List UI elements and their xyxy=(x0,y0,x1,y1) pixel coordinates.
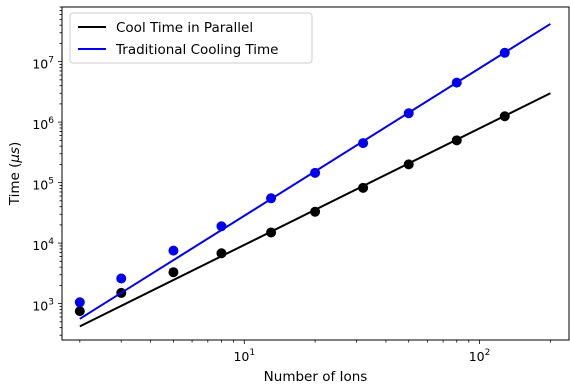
y-axis-label-suffix: ) xyxy=(7,142,23,147)
series-0-point-7 xyxy=(403,159,414,170)
series-0-point-5 xyxy=(310,206,321,217)
x-tick-label-2: 102 xyxy=(469,348,491,364)
series-0-point-6 xyxy=(358,182,369,193)
y-tick-label-4: 104 xyxy=(32,237,54,253)
series-layer xyxy=(74,23,551,328)
series-0-point-9 xyxy=(499,111,510,122)
legend-label-traditional: Traditional Cooling Time xyxy=(115,42,278,58)
series-1-point-3 xyxy=(216,221,227,232)
series-1-point-2 xyxy=(168,245,179,256)
series-0-point-0 xyxy=(74,306,85,317)
y-axis-label-symbol: μs xyxy=(7,147,23,164)
series-0-point-8 xyxy=(451,135,462,146)
plot-frame xyxy=(61,6,570,341)
legend-label-cool-time: Cool Time in Parallel xyxy=(116,20,253,36)
series-1-point-1 xyxy=(116,273,127,284)
y-tick-label-5: 105 xyxy=(32,177,54,193)
series-1-point-6 xyxy=(358,138,369,149)
legend-box xyxy=(69,12,313,64)
ticks-layer: 101 102 103 104 105 106 107 xyxy=(32,6,551,364)
y-axis-label: Time (μs) xyxy=(7,142,23,207)
series-1-point-5 xyxy=(310,167,321,178)
y-tick-label-7: 107 xyxy=(32,56,54,72)
y-tick-label-3: 103 xyxy=(32,298,54,314)
y-tick-label-6: 106 xyxy=(32,116,54,132)
y-axis-label-prefix: Time ( xyxy=(7,163,23,207)
x-tick-label-1: 101 xyxy=(233,348,255,364)
series-0-point-4 xyxy=(266,227,277,238)
series-1-point-4 xyxy=(266,193,277,204)
series-1-point-7 xyxy=(403,108,414,119)
legend: Cool Time in Parallel Traditional Coolin… xyxy=(69,12,313,64)
series-0-point-2 xyxy=(168,267,179,278)
x-axis-label: Number of Ions xyxy=(264,369,368,385)
series-1-point-9 xyxy=(499,47,510,58)
series-0-point-3 xyxy=(216,248,227,259)
series-1-point-8 xyxy=(451,77,462,88)
series-1-point-0 xyxy=(74,297,85,308)
